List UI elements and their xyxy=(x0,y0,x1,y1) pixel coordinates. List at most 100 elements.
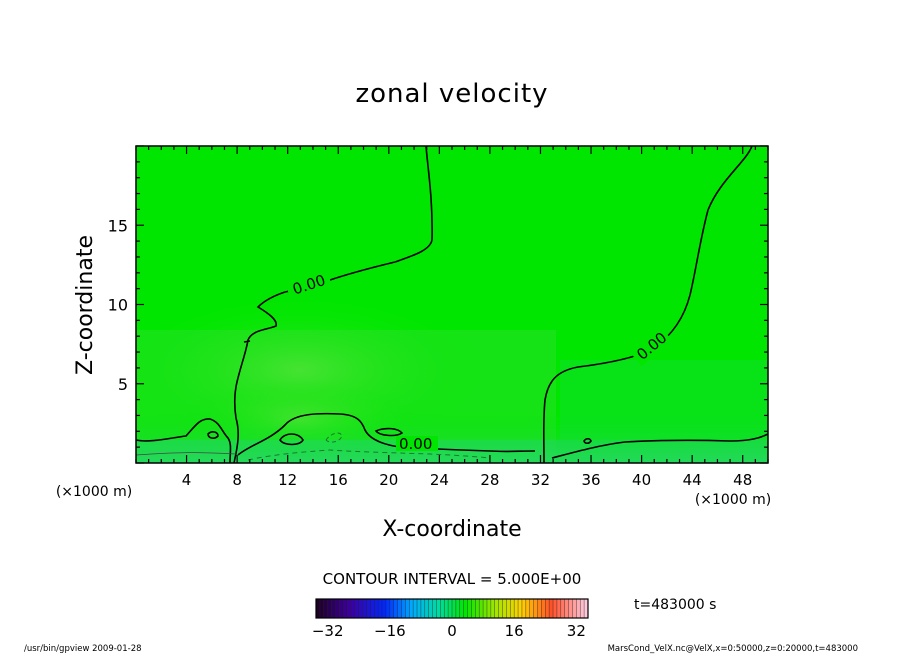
colorbar-swatch xyxy=(405,599,410,618)
colorbar-swatch xyxy=(358,599,363,618)
colorbar-swatch xyxy=(417,599,422,618)
colorbar-swatch xyxy=(413,599,418,618)
x-tick-label: 24 xyxy=(430,471,449,489)
colorbar-swatch xyxy=(521,599,527,618)
colorbar-swatch xyxy=(518,599,523,618)
colorbar-swatch xyxy=(378,599,383,618)
colorbar-tick-label: 16 xyxy=(505,622,524,640)
colorbar-swatch xyxy=(350,599,356,618)
y-tick-label: 10 xyxy=(108,296,128,315)
colorbar-swatch xyxy=(389,599,395,618)
colorbar-swatch xyxy=(529,599,534,618)
colorbar-swatch xyxy=(374,599,379,618)
contour-zero-left-lower xyxy=(136,418,232,463)
colorbar-swatch xyxy=(506,599,511,618)
colorbar-swatch xyxy=(319,599,325,618)
x-tick-label: 40 xyxy=(632,471,651,489)
colorbar-swatch xyxy=(436,599,441,618)
contour-small-loop-1 xyxy=(279,433,304,446)
colorbar-swatch xyxy=(525,599,531,618)
x-tick-label: 32 xyxy=(531,471,550,489)
colorbar-swatch xyxy=(440,599,445,618)
colorbar xyxy=(315,598,589,619)
colorbar-tick-label: 0 xyxy=(447,622,457,640)
colorbar-swatch xyxy=(467,599,472,618)
colorbar-swatch xyxy=(343,599,348,618)
colorbar-frame xyxy=(315,598,589,619)
colorbar-swatch xyxy=(393,599,398,618)
x-tick-label: 4 xyxy=(182,471,192,489)
contour-zero-mid-lower xyxy=(237,412,536,456)
x-axis-label: X-coordinate xyxy=(382,517,521,542)
colorbar-swatch xyxy=(463,599,468,618)
x-tick-label: 48 xyxy=(733,471,752,489)
colorbar-swatch xyxy=(339,599,344,618)
colorbar-swatch xyxy=(448,599,453,618)
x-tick-label: 44 xyxy=(683,471,702,489)
colorbar-swatch xyxy=(494,599,499,618)
colorbar-tick-label: −32 xyxy=(312,622,344,640)
colorbar-swatch xyxy=(490,599,496,618)
colorbar-swatch xyxy=(514,599,519,618)
colorbar-swatch xyxy=(545,599,550,618)
x-tick-label: 28 xyxy=(480,471,499,489)
colorbar-swatch xyxy=(483,599,488,618)
colorbar-swatch xyxy=(401,599,406,618)
colorbar-swatch xyxy=(560,599,565,618)
x-tick-label: 20 xyxy=(379,471,398,489)
colorbar-swatch xyxy=(385,599,391,618)
colorbar-swatch xyxy=(556,599,562,618)
footer-left: /usr/bin/gpview 2009-01-28 xyxy=(24,644,142,654)
colorbar-swatch xyxy=(510,599,515,618)
colorbar-swatch xyxy=(452,599,457,618)
colorbar-swatch xyxy=(409,599,414,618)
colorbar-tick-label: 32 xyxy=(567,622,586,640)
x-tick-label: 16 xyxy=(329,471,348,489)
colorbar-swatch xyxy=(502,599,507,618)
colorbar-swatch xyxy=(553,599,558,618)
x-tick-label: 8 xyxy=(232,471,242,489)
y-tick-label: 5 xyxy=(118,375,128,394)
contour-small-loop-3 xyxy=(374,427,404,437)
colorbar-swatch xyxy=(576,599,581,618)
x-axis: 4 8 12 16 20 24 28 32 36 40 44 48 xyxy=(135,146,769,489)
x-axis-unit: (×1000 m) xyxy=(695,492,771,508)
contour-dashed xyxy=(247,449,491,461)
y-axis: 5 10 15 xyxy=(108,145,768,464)
colorbar-swatch xyxy=(498,599,503,618)
time-label: t=483000 s xyxy=(634,597,716,613)
x-tick-label: 12 xyxy=(278,471,297,489)
contour-bottom-thin xyxy=(136,452,237,456)
contour-labels: 0.00 0.00 0.00 xyxy=(288,271,673,453)
colorbar-swatch xyxy=(486,599,492,618)
colorbar-swatch xyxy=(541,599,546,618)
colorbar-swatch xyxy=(572,599,577,618)
colorbar-swatch xyxy=(424,599,429,618)
colorbar-swatch xyxy=(331,599,336,618)
x-tick-label: 36 xyxy=(581,471,600,489)
colorbar-swatch xyxy=(479,599,484,618)
colorbar-swatch xyxy=(444,599,449,618)
colorbar-swatch xyxy=(568,599,573,618)
contour-small-loop-5 xyxy=(243,340,251,343)
colorbar-swatch xyxy=(584,599,589,618)
footer-right: MarsCond_VelX.nc@VelX,x=0:50000,z=0:2000… xyxy=(608,644,858,654)
colorbar-swatch xyxy=(420,599,426,618)
colorbar-swatch xyxy=(432,599,437,618)
colorbar-swatch xyxy=(366,599,371,618)
contour-small-loop-4 xyxy=(583,437,592,445)
chart-title: zonal velocity xyxy=(355,79,548,109)
colorbar-swatch xyxy=(327,599,332,618)
colorbar-swatch xyxy=(537,599,542,618)
colorbar-swatch xyxy=(549,599,554,618)
colorbar-swatch xyxy=(370,599,375,618)
field-shading xyxy=(136,290,768,463)
colorbar-swatch xyxy=(323,599,328,618)
colorbar-swatch xyxy=(580,599,585,618)
colorbar-swatch xyxy=(354,599,360,618)
colorbar-swatch xyxy=(471,599,476,618)
colorbar-swatch xyxy=(459,599,464,618)
contour-interval: CONTOUR INTERVAL = 5.000E+00 xyxy=(323,570,582,588)
z-axis-unit: (×1000 m) xyxy=(56,484,132,500)
